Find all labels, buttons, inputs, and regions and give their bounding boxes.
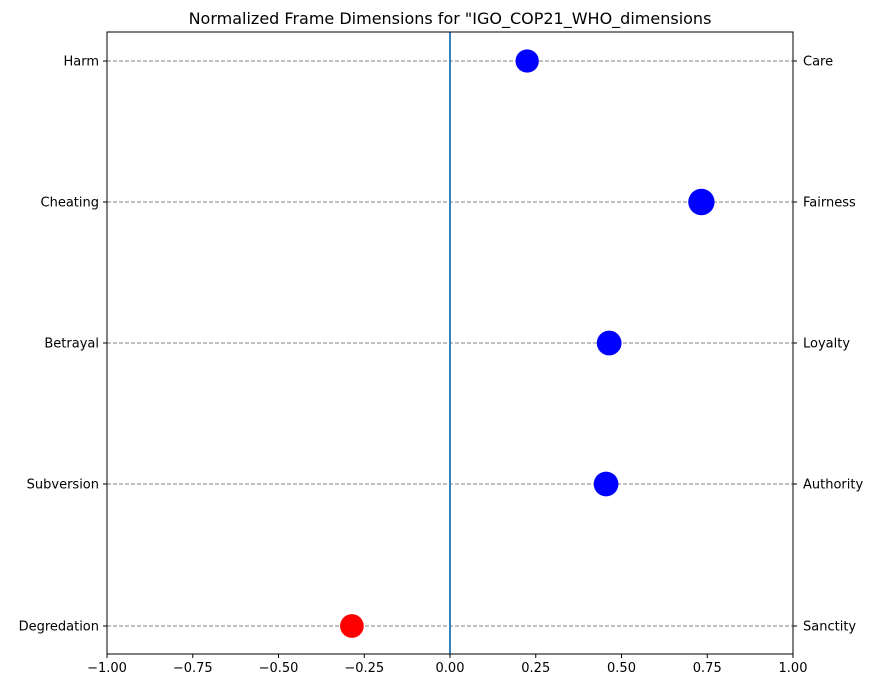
x-tick-label: −0.25	[344, 661, 384, 676]
left-tick-label: Betrayal	[44, 337, 99, 352]
data-point	[596, 330, 622, 356]
x-tick-label: 0.25	[521, 661, 550, 676]
x-tick-label: −1.00	[87, 661, 127, 676]
chart-title: Normalized Frame Dimensions for "IGO_COP…	[189, 9, 712, 29]
left-tick-label: Degredation	[19, 620, 99, 635]
left-tick-label: Subversion	[27, 478, 99, 493]
data-points	[340, 49, 715, 638]
right-tick-label: Loyalty	[803, 337, 850, 352]
x-axis: −1.00 −0.75 −0.50 −0.25 0.00 0.25 0.50 0.75 1.00	[87, 654, 807, 676]
x-tick-label: 0.75	[693, 661, 722, 676]
right-y-axis: Care Fairness Loyalty Authority Sanctity	[793, 55, 863, 635]
right-tick-label: Authority	[803, 478, 863, 493]
x-tick-label: 0.50	[607, 661, 636, 676]
x-tick-label: 0.00	[436, 661, 465, 676]
left-tick-label: Harm	[63, 55, 99, 70]
left-tick-label: Cheating	[41, 196, 99, 211]
right-tick-label: Fairness	[803, 196, 856, 211]
x-tick-label: −0.75	[173, 661, 213, 676]
right-tick-label: Care	[803, 55, 833, 70]
data-point	[688, 188, 715, 216]
data-point	[593, 471, 619, 497]
data-point	[340, 614, 364, 638]
right-tick-label: Sanctity	[803, 620, 856, 635]
x-tick-label: −0.50	[259, 661, 299, 676]
data-point	[515, 49, 539, 73]
left-y-axis: Harm Cheating Betrayal Subversion Degredatio…	[19, 55, 107, 635]
x-tick-label: 1.00	[779, 661, 808, 676]
